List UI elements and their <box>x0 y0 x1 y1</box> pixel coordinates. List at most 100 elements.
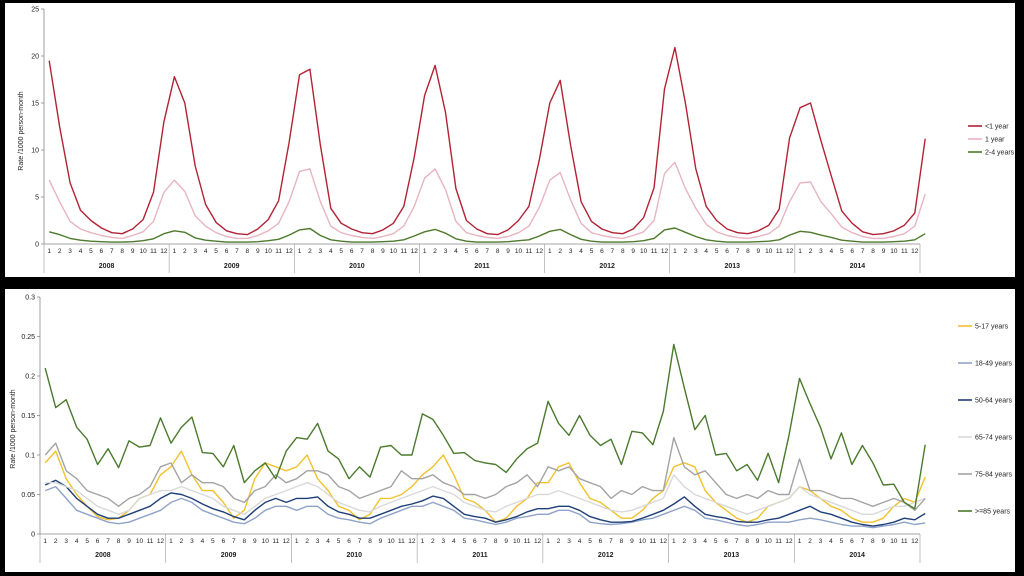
y-tick-label: 20 <box>31 54 39 61</box>
month-tick-label: 5 <box>462 538 466 545</box>
month-tick-label: 7 <box>485 248 489 255</box>
month-tick-label: 12 <box>660 538 668 545</box>
month-tick-label: 8 <box>120 248 124 255</box>
month-tick-label: 5 <box>214 248 218 255</box>
month-tick-label: 9 <box>131 248 135 255</box>
year-label: 2012 <box>598 552 614 559</box>
month-tick-label: 7 <box>235 248 239 255</box>
month-tick-label: 11 <box>275 248 282 255</box>
y-tick-label: 15 <box>31 101 39 108</box>
month-tick-label: 8 <box>368 538 372 545</box>
month-tick-label: 1 <box>423 248 427 255</box>
month-tick-label: 12 <box>911 248 919 255</box>
month-tick-label: 9 <box>253 538 257 545</box>
month-tick-label: 3 <box>68 248 72 255</box>
month-tick-label: 12 <box>283 538 291 545</box>
month-tick-label: 6 <box>347 538 351 545</box>
month-tick-label: 5 <box>465 248 469 255</box>
legend-label: 18-49 years <box>975 361 1012 368</box>
month-tick-label: 1 <box>673 248 677 255</box>
month-tick-label: 7 <box>358 538 362 545</box>
month-tick-label: 1 <box>173 248 177 255</box>
month-tick-label: 2 <box>54 538 58 545</box>
month-tick-label: 11 <box>150 248 157 255</box>
month-tick-label: 11 <box>524 538 531 545</box>
month-tick-label: 12 <box>157 538 165 545</box>
year-label: 2013 <box>724 263 740 270</box>
month-tick-label: 1 <box>546 538 550 545</box>
month-tick-label: 9 <box>506 248 510 255</box>
month-tick-label: 1 <box>43 538 47 545</box>
month-tick-label: 4 <box>75 538 79 545</box>
month-tick-label: 10 <box>513 538 521 545</box>
month-tick-label: 11 <box>649 538 656 545</box>
year-label: 2011 <box>474 263 489 270</box>
month-tick-label: 9 <box>630 538 634 545</box>
month-tick-label: 5 <box>840 248 844 255</box>
month-tick-label: 2 <box>58 248 62 255</box>
y-tick-label: 0.1 <box>25 453 35 460</box>
month-tick-label: 12 <box>411 248 419 255</box>
series-line <box>45 474 926 516</box>
month-tick-label: 10 <box>265 248 273 255</box>
month-tick-label: 3 <box>819 538 823 545</box>
month-tick-label: 9 <box>757 248 761 255</box>
month-tick-label: 8 <box>117 538 121 545</box>
month-tick-label: 5 <box>211 538 215 545</box>
month-tick-label: 4 <box>452 538 456 545</box>
month-tick-label: 1 <box>421 538 425 545</box>
month-tick-label: 11 <box>526 248 533 255</box>
month-tick-label: 11 <box>901 538 908 545</box>
month-tick-label: 7 <box>736 248 740 255</box>
month-tick-label: 6 <box>473 538 477 545</box>
month-tick-label: 6 <box>96 538 100 545</box>
month-tick-label: 11 <box>398 538 405 545</box>
month-tick-label: 4 <box>829 538 833 545</box>
month-tick-label: 4 <box>204 248 208 255</box>
month-tick-label: 6 <box>725 248 729 255</box>
month-tick-label: 1 <box>798 538 802 545</box>
month-tick-label: 8 <box>871 538 875 545</box>
month-tick-label: 4 <box>329 248 333 255</box>
month-tick-label: 10 <box>262 538 270 545</box>
legend-label: 5-17 years <box>975 324 1009 331</box>
month-tick-label: 4 <box>830 248 834 255</box>
month-tick-label: 4 <box>326 538 330 545</box>
year-label: 2010 <box>346 552 362 559</box>
month-tick-label: 11 <box>272 538 279 545</box>
month-tick-label: 4 <box>201 538 205 545</box>
y-tick-label: 0 <box>31 532 35 539</box>
month-tick-label: 10 <box>764 538 772 545</box>
month-tick-label: 2 <box>808 538 812 545</box>
month-tick-label: 10 <box>387 538 395 545</box>
month-tick-label: 3 <box>190 538 194 545</box>
older-rate-chart: Rate /1000 person-month 0 0.05 0.1 0.15 0.2 0… <box>10 295 1012 563</box>
month-tick-label: 2 <box>809 248 813 255</box>
year-label: 2009 <box>224 263 240 270</box>
month-tick-label: 3 <box>444 248 448 255</box>
month-tick-label: 1 <box>672 538 676 545</box>
month-tick-label: 4 <box>579 248 583 255</box>
month-tick-label: 10 <box>515 248 523 255</box>
series-line <box>44 485 926 529</box>
month-tick-label: 11 <box>400 248 407 255</box>
month-tick-label: 2 <box>682 538 686 545</box>
month-tick-label: 12 <box>661 248 669 255</box>
month-tick-label: 10 <box>390 248 398 255</box>
month-tick-label: 8 <box>620 538 624 545</box>
month-tick-label: 4 <box>704 248 708 255</box>
month-tick-label: 5 <box>337 538 341 545</box>
year-label: 2013 <box>724 552 740 559</box>
y-tick-label: 0.25 <box>21 334 35 341</box>
month-tick-label: 7 <box>360 248 364 255</box>
month-tick-label: 7 <box>483 538 487 545</box>
month-tick-label: 12 <box>408 538 416 545</box>
month-tick-label: 10 <box>890 538 898 545</box>
month-tick-label: 5 <box>85 538 89 545</box>
y-tick-label: 0.05 <box>21 492 35 499</box>
month-tick-label: 5 <box>715 248 719 255</box>
month-tick-label: 2 <box>558 248 562 255</box>
month-tick-label: 6 <box>222 538 226 545</box>
month-tick-label: 10 <box>640 248 648 255</box>
